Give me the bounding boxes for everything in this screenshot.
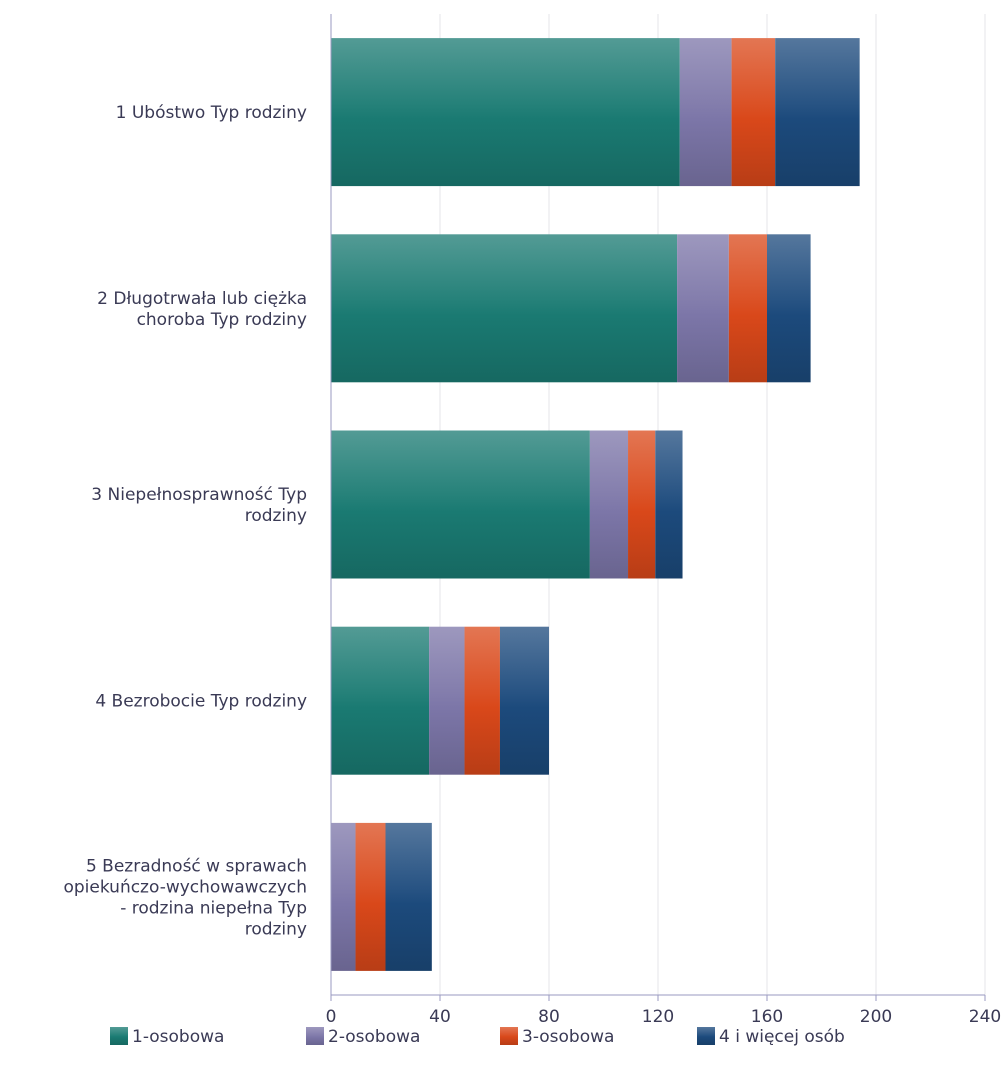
category-label-line: 4 Bezrobocie Typ rodziny xyxy=(95,692,307,712)
category-label: 3 Niepełnosprawność Typ rodziny xyxy=(91,485,307,526)
category-label: 2 Długotrwała lub ciężka choroba Typ rodz… xyxy=(97,289,307,330)
legend-label: 2-osobowa xyxy=(328,1027,420,1047)
bar-segment-2-series-2 xyxy=(677,234,729,383)
x-tick-label: 240 xyxy=(969,1007,1001,1027)
axes: 0 40 80 120 160 200 240 xyxy=(326,14,1001,1027)
x-tick-label: 160 xyxy=(751,1007,783,1027)
category-label-line: 5 Bezradność w sprawach xyxy=(86,856,307,876)
legend-swatch xyxy=(306,1027,324,1045)
category-label-line: 3 Niepełnosprawność Typ xyxy=(91,485,307,505)
legend-item: 4 i więcej osób xyxy=(697,1027,845,1047)
category-label-line: 1 Ubóstwo Typ rodziny xyxy=(116,103,307,123)
bar-segment-3-series-4 xyxy=(655,430,683,579)
bar-segment-3-series-1 xyxy=(331,430,590,579)
x-tick-label: 120 xyxy=(642,1007,674,1027)
category-label: 4 Bezrobocie Typ rodziny xyxy=(95,692,307,712)
bar-segment-4-series-2 xyxy=(429,626,465,775)
legend-swatch xyxy=(110,1027,128,1045)
category-label-line: choroba Typ rodziny xyxy=(137,310,307,330)
bars xyxy=(331,38,860,971)
legend-swatch xyxy=(697,1027,715,1045)
x-tick-label: 80 xyxy=(538,1007,560,1027)
bar-segment-2-series-3 xyxy=(728,234,767,383)
bar-segment-2-series-4 xyxy=(767,234,811,383)
bar-segment-1-series-1 xyxy=(331,38,680,187)
legend-label: 1-osobowa xyxy=(132,1027,224,1047)
category-label: 5 Bezradność w sprawach opiekuńczo-wychow… xyxy=(63,856,307,939)
x-tick-label: 200 xyxy=(860,1007,892,1027)
bar-segment-1-series-2 xyxy=(679,38,732,187)
category-label-line: 2 Długotrwała lub ciężka xyxy=(97,289,307,309)
category-label-line: rodziny xyxy=(245,506,307,526)
bar-segment-1-series-4 xyxy=(775,38,860,187)
category-label-line: rodziny xyxy=(245,919,307,939)
bar-segment-2-series-1 xyxy=(331,234,678,383)
legend-item: 1-osobowa xyxy=(110,1027,224,1047)
bar-segment-4-series-4 xyxy=(499,626,549,775)
legend-swatch xyxy=(500,1027,518,1045)
bar-segment-4-series-3 xyxy=(464,626,500,775)
legend-item: 2-osobowa xyxy=(306,1027,420,1047)
legend-label: 4 i więcej osób xyxy=(719,1027,845,1047)
bar-segment-5-series-4 xyxy=(385,822,432,971)
legend-label: 3-osobowa xyxy=(522,1027,614,1047)
x-tick-label: 0 xyxy=(326,1007,337,1027)
bar-segment-3-series-3 xyxy=(628,430,656,579)
legend: 1-osobowa 2-osobowa 3-osobowa 4 i więcej os… xyxy=(110,1027,845,1047)
bar-segment-3-series-2 xyxy=(589,430,629,579)
category-labels: 1 Ubóstwo Typ rodziny 2 Długotrwała lub c… xyxy=(63,103,307,939)
category-label-line: opiekuńczo-wychowawczych xyxy=(63,877,307,897)
legend-item: 3-osobowa xyxy=(500,1027,614,1047)
category-label: 1 Ubóstwo Typ rodziny xyxy=(116,103,307,123)
bar-segment-1-series-3 xyxy=(731,38,776,187)
category-label-line: - rodzina niepełna Typ xyxy=(120,898,307,918)
bar-segment-4-series-1 xyxy=(331,626,430,775)
x-tick-label: 40 xyxy=(429,1007,451,1027)
bar-segment-5-series-3 xyxy=(355,822,386,971)
bar-segment-5-series-2 xyxy=(331,822,356,971)
